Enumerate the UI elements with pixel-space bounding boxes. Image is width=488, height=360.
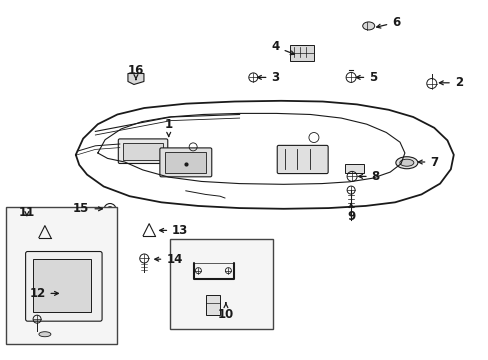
Text: 13: 13 bbox=[160, 224, 188, 237]
Text: 4: 4 bbox=[271, 40, 294, 55]
Bar bbox=[344, 164, 364, 173]
Bar bbox=[6, 207, 117, 344]
Text: 10: 10 bbox=[217, 303, 234, 321]
Text: 7: 7 bbox=[418, 156, 438, 168]
Bar bbox=[123, 143, 163, 160]
Text: 1: 1 bbox=[164, 118, 172, 136]
Polygon shape bbox=[128, 73, 143, 85]
Text: 9: 9 bbox=[346, 203, 354, 222]
Bar bbox=[33, 258, 91, 312]
Text: 11: 11 bbox=[19, 206, 35, 219]
Text: 15: 15 bbox=[73, 202, 102, 215]
Text: 14: 14 bbox=[155, 253, 182, 266]
Bar bbox=[289, 45, 314, 61]
Ellipse shape bbox=[395, 157, 417, 169]
Bar bbox=[170, 239, 272, 329]
FancyBboxPatch shape bbox=[277, 145, 327, 174]
Text: 8: 8 bbox=[358, 170, 379, 183]
FancyBboxPatch shape bbox=[118, 139, 167, 163]
Text: 3: 3 bbox=[257, 71, 279, 84]
Text: 6: 6 bbox=[376, 16, 400, 29]
Ellipse shape bbox=[362, 22, 374, 30]
Text: 16: 16 bbox=[127, 64, 144, 80]
Bar bbox=[165, 152, 206, 173]
Text: 12: 12 bbox=[29, 287, 58, 300]
FancyBboxPatch shape bbox=[160, 148, 211, 177]
Ellipse shape bbox=[39, 332, 51, 337]
Ellipse shape bbox=[399, 159, 413, 166]
Text: 5: 5 bbox=[356, 71, 377, 84]
FancyBboxPatch shape bbox=[25, 252, 102, 321]
Text: 2: 2 bbox=[439, 76, 462, 89]
Bar bbox=[206, 295, 220, 315]
